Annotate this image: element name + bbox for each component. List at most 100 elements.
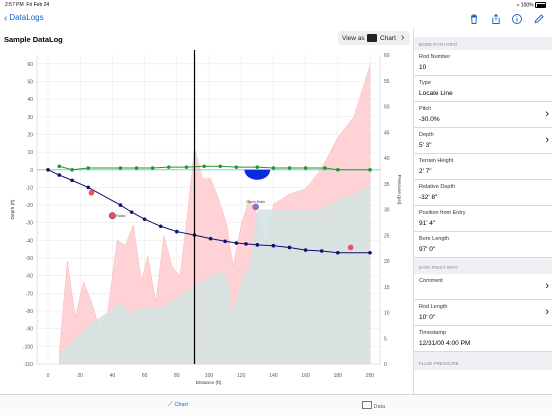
info-icon[interactable] (511, 13, 523, 25)
back-label: DataLogs (9, 13, 44, 22)
bore-info-label: Rod Number (419, 54, 451, 60)
bore-point (129, 210, 134, 214)
chart-panel: Sample DataLog View as Chart › 0 20 40 60 80… (0, 28, 413, 394)
battery-icon (535, 2, 546, 8)
bore-info-value: -32' 8" (419, 194, 438, 201)
x-tick-label: 120 (237, 373, 246, 379)
utility-crossing-marker (244, 169, 271, 180)
pressure-marker (347, 244, 354, 251)
y-tick-label: -40 (26, 238, 33, 244)
terrain-point (255, 165, 260, 169)
bore-point (223, 239, 227, 244)
status-bar: 2:57 PM Fri Feb 24 ≈ 100% (0, 0, 552, 10)
terrain-point (368, 167, 372, 172)
annotation-marker-radio (108, 212, 116, 220)
status-time: 2:57 PM (5, 2, 24, 8)
y2-tick-label: 35 (384, 182, 390, 188)
bore-info-label: Relative Depth (419, 184, 456, 190)
edit-pencil-icon[interactable] (533, 13, 545, 25)
y2-tick-label: 40 (384, 156, 390, 162)
y2-axis-label: Pressure (psi) (396, 175, 402, 205)
x-tick-label: 100 (205, 373, 214, 379)
bore-info-row: Rod Number 10 (414, 50, 552, 76)
trash-icon[interactable] (468, 13, 480, 25)
y-tick-label: -20 (26, 203, 33, 209)
bore-info-row: Terrain Height 2' 7" (414, 154, 552, 180)
y-tick-label: 20 (27, 132, 33, 138)
status-time-date: 2:57 PM Fri Feb 24 (5, 2, 49, 8)
tab-chart-label: Chart (174, 402, 188, 408)
status-date: Fri Feb 24 (26, 2, 50, 8)
annotation-marker-storm-drain (252, 203, 259, 211)
bore-point (319, 249, 324, 253)
data-point-label: Comment (419, 278, 443, 284)
y2-tick-label: 30 (384, 208, 390, 214)
tab-chart[interactable]: ⟋ Chart (168, 401, 188, 409)
data-point-row[interactable]: Comment › (414, 274, 552, 300)
data-point-row[interactable]: Rod Length 10' 0" › (414, 300, 552, 326)
terrain-point (184, 165, 189, 169)
bore-chart[interactable]: 0 20 40 60 80 100 120 140 160 180 2006050403020100… (0, 28, 413, 394)
bore-point (244, 242, 248, 246)
bore-point (158, 224, 163, 229)
bore-info-row[interactable]: Depth 5' 3" › (414, 128, 552, 154)
wifi-icon: ≈ (516, 2, 520, 9)
data-point-value: 10' 0" (419, 314, 436, 321)
bore-point (368, 250, 372, 255)
y-tick-label: -50 (26, 256, 33, 262)
y2-tick-label: 5 (384, 336, 387, 342)
bore-point (336, 250, 340, 255)
x-tick-label: 60 (142, 373, 148, 379)
bore-info-row: Relative Depth -32' 8" (414, 180, 552, 206)
y2-tick-label: 50 (384, 105, 390, 111)
terrain-point (86, 166, 91, 170)
table-icon (362, 401, 372, 409)
chevron-right-icon: › (401, 32, 405, 43)
chevron-right-icon: › (545, 280, 549, 292)
view-as-label: View as (342, 34, 365, 42)
bore-info-value: 97' 0" (419, 246, 436, 253)
y-tick-label: 0 (30, 168, 33, 174)
data-point-section-header: DATA POINT INFO (414, 258, 552, 274)
terrain-point (323, 166, 327, 170)
bore-point (303, 248, 308, 252)
share-icon[interactable] (490, 13, 502, 25)
y2-tick-label: 25 (384, 233, 390, 239)
bore-point (86, 185, 91, 190)
tab-data[interactable]: Data (362, 401, 385, 410)
annotation-label: Storm Drain (246, 200, 265, 204)
x-tick-label: 200 (366, 373, 375, 379)
bore-info-row: Bore Length 97' 0" (414, 232, 552, 258)
chevron-left-icon: ‹ (4, 13, 8, 24)
back-button[interactable]: ‹ DataLogs (4, 13, 44, 24)
y-tick-label: -110 (23, 362, 33, 368)
battery-percent: 100% (520, 2, 534, 9)
pressure-marker (88, 189, 95, 196)
bore-info-label: Position from Entry (419, 210, 466, 216)
bore-point (46, 167, 50, 172)
y-tick-label: -30 (26, 221, 33, 227)
bore-info-value: 10 (419, 64, 427, 71)
info-sidebar: BORE PATH INFO Rod Number 10 Type Locate Li… (413, 28, 552, 394)
chevron-right-icon: › (545, 306, 549, 318)
chevron-right-icon: › (545, 134, 549, 146)
bore-info-value: -30.0% (419, 116, 440, 123)
view-as-toggle[interactable]: View as Chart › (338, 31, 410, 45)
bore-path-section-header: BORE PATH INFO (414, 37, 552, 50)
y2-tick-label: 20 (384, 259, 390, 265)
terrain-point (271, 166, 276, 170)
bore-point (142, 217, 147, 222)
terrain-point (287, 166, 292, 170)
y-tick-label: 30 (27, 115, 33, 121)
terrain-point (202, 164, 206, 169)
chevron-right-icon: › (545, 108, 549, 120)
y-tick-label: 10 (27, 150, 33, 156)
bore-info-value: 2' 7" (419, 168, 432, 175)
bore-info-label: Depth (419, 132, 434, 138)
x-tick-label: 40 (110, 373, 116, 379)
bore-info-row[interactable]: Pitch -30.0% › (414, 102, 552, 128)
terrain-point (336, 167, 340, 172)
terrain-line (59, 165, 370, 171)
bore-info-label: Type (419, 80, 431, 86)
y-tick-label: -70 (26, 291, 33, 297)
